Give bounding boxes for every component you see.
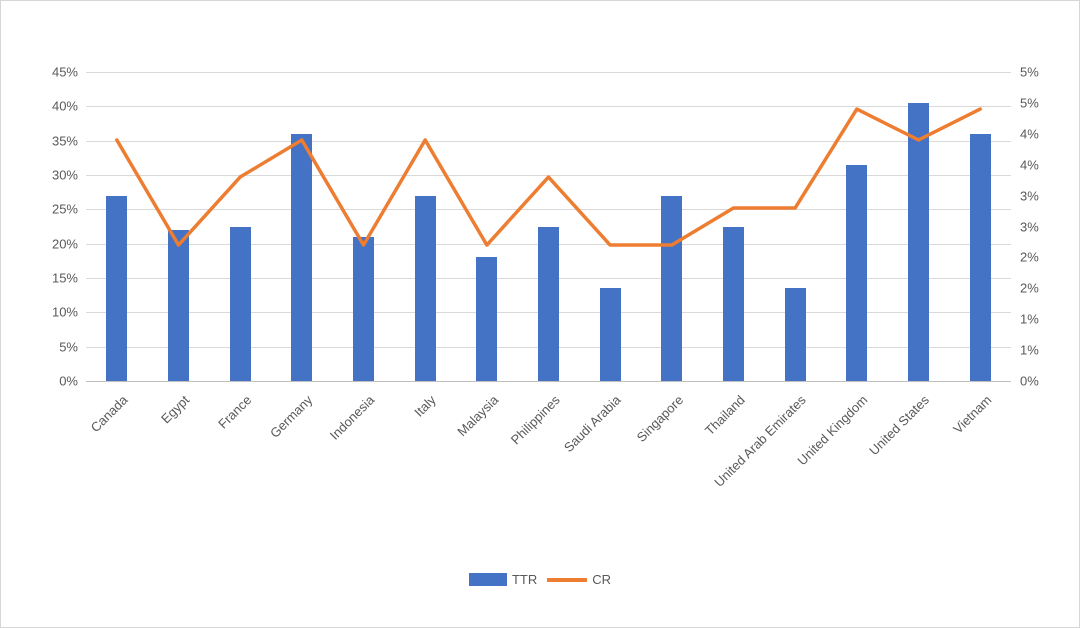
right-axis-tick-label: 5% (1020, 64, 1039, 80)
ttr-bar-singapore (661, 195, 683, 381)
left-axis-tick-label: 30% (51, 167, 78, 183)
legend-ttr-label: TTR (511, 572, 538, 587)
chart-legend: TTR CR (1, 572, 1079, 587)
ttr-bar-united-kingdom (846, 164, 868, 381)
gridline (86, 381, 1011, 382)
ttr-bar-united-arab-emirates (784, 288, 806, 381)
ttr-bar-france (229, 226, 251, 381)
gridline (86, 72, 1011, 73)
ttr-bar-indonesia (353, 236, 374, 381)
category-label-text: Saudi Arabia (561, 392, 625, 456)
ttr-bar-italy (414, 195, 436, 381)
left-axis-tick-label: 25% (51, 201, 78, 217)
left-axis-tick-label: 45% (51, 64, 78, 80)
gridline (86, 140, 1011, 142)
right-axis-tick-label: 2% (1020, 280, 1039, 296)
right-axis-tick-label: 5% (1020, 95, 1039, 111)
left-axis-tick-label: 0% (59, 373, 78, 389)
ttr-bar-malaysia (476, 257, 498, 381)
legend-ttr-swatch (468, 573, 507, 586)
left-axis-tick-label: 40% (51, 98, 78, 114)
category-label-text: Vietnam (949, 392, 995, 437)
left-axis-tick-label: 35% (51, 133, 78, 149)
category-label-text: France (214, 392, 255, 432)
right-axis-tick-label: 1% (1020, 311, 1039, 327)
gridline (86, 209, 1011, 211)
left-axis-tick-label: 20% (51, 236, 78, 252)
ttr-bar-canada (106, 195, 128, 381)
ttr-bar-philippines (538, 226, 559, 381)
left-axis-tick-label: 15% (51, 270, 78, 286)
category-label-text: Philippines (507, 392, 563, 448)
category-label-text: Indonesia (326, 392, 378, 443)
category-label-text: Egypt (158, 392, 193, 427)
right-axis-tick-label: 3% (1020, 219, 1039, 234)
gridline (86, 175, 1011, 176)
legend-cr-swatch (547, 577, 588, 582)
ttr-bar-united-states (908, 102, 929, 381)
right-axis-tick-label: 2% (1020, 249, 1039, 265)
right-axis-tick-label: 0% (1020, 373, 1039, 389)
ttr-bar-thailand (723, 226, 744, 381)
legend-cr-label: CR (592, 572, 612, 587)
right-axis-tick-label: 3% (1020, 188, 1039, 204)
category-label-text: Italy (411, 392, 440, 420)
ttr-bar-vietnam (969, 133, 991, 381)
ttr-bar-egypt (168, 229, 189, 381)
category-label-text: Germany (267, 392, 316, 441)
category-label-text: United States (866, 392, 933, 459)
left-axis-tick-label: 5% (59, 339, 78, 355)
left-axis-tick-label: 10% (51, 304, 78, 320)
right-axis-tick-label: 4% (1020, 126, 1039, 142)
category-label-text: Malaysia (453, 392, 501, 440)
category-label-text: Canada (87, 392, 131, 436)
category-label-text: Thailand (701, 392, 748, 439)
gridline (86, 106, 1011, 108)
ttr-bar-saudi-arabia (599, 288, 621, 381)
right-axis-tick-label: 1% (1020, 342, 1039, 358)
right-axis-tick-label: 4% (1020, 157, 1039, 173)
category-label-text: Singapore (633, 392, 686, 445)
ttr-bar-germany (291, 133, 313, 381)
